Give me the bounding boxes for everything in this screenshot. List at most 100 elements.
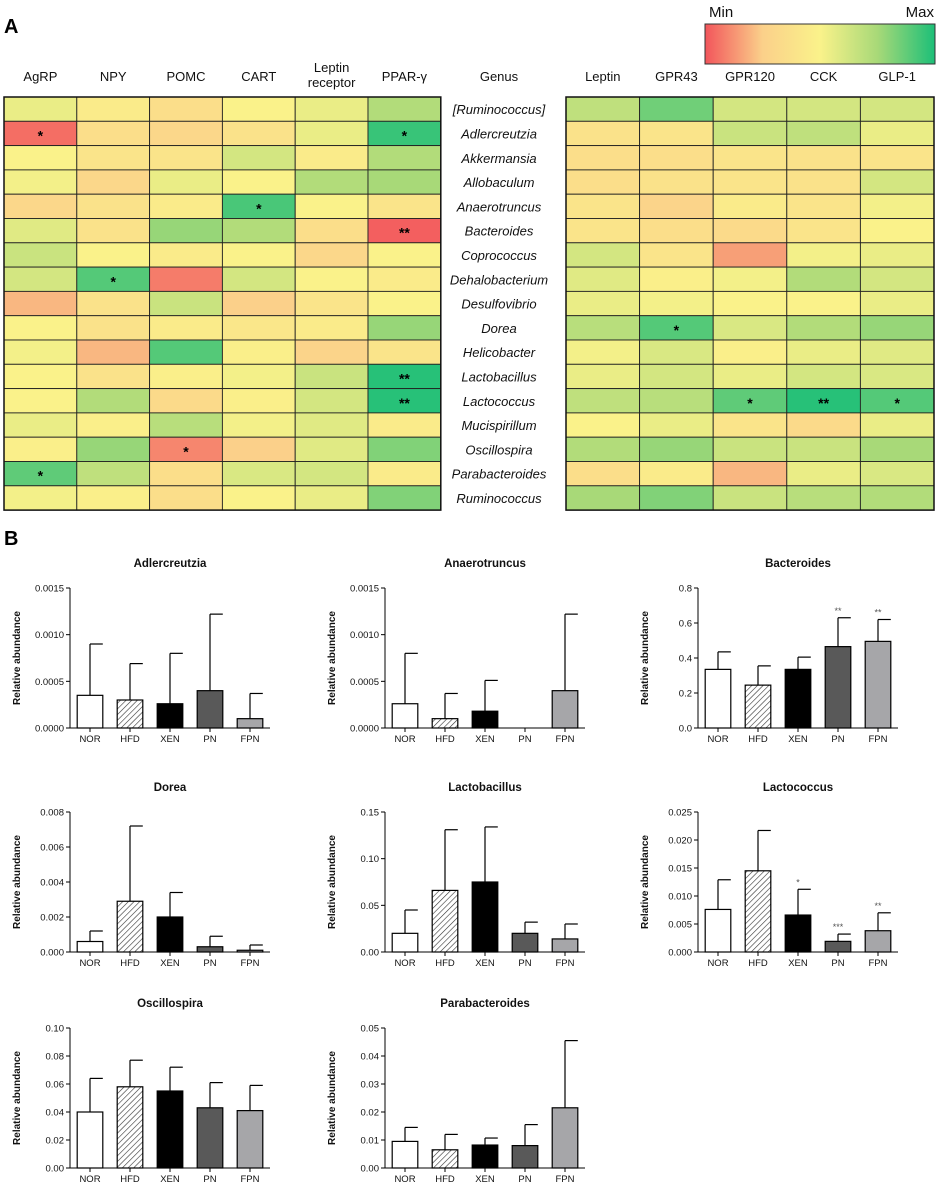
x-tick-label: HFD bbox=[748, 958, 768, 969]
heatmap-cell-left bbox=[149, 461, 223, 487]
genus-label: Anaerotruncus bbox=[456, 199, 542, 214]
heatmap-cell-right bbox=[565, 242, 641, 268]
y-tick-label: 0.10 bbox=[361, 854, 380, 865]
significance-star: ** bbox=[399, 395, 410, 411]
significance-star: * bbox=[110, 273, 116, 289]
x-tick-label: PN bbox=[518, 734, 531, 745]
x-tick-label: XEN bbox=[475, 1174, 495, 1185]
heatmap-cell-right bbox=[565, 193, 641, 219]
heatmap-cell-right bbox=[786, 145, 861, 171]
bar-xen bbox=[156, 1090, 184, 1169]
y-tick-label: 0.006 bbox=[40, 843, 64, 854]
bar-nor bbox=[76, 1111, 104, 1169]
heatmap-cell-left bbox=[367, 242, 442, 268]
heatmap-cell-left bbox=[76, 218, 151, 244]
column-header-npy: NPY bbox=[100, 69, 127, 84]
heatmap-cell-left bbox=[149, 169, 223, 195]
heatmap-cell-right bbox=[712, 461, 788, 487]
heatmap-cell-left bbox=[76, 145, 151, 171]
bar-chart-dorea: Dorea Relative abundance 0.000 0.002 0.004 0.… bbox=[12, 782, 270, 969]
heatmap-cell-left bbox=[3, 145, 78, 171]
heatmap-cell-left bbox=[3, 363, 78, 390]
heatmap-cell-right bbox=[565, 436, 641, 462]
heatmap-cell-left bbox=[221, 120, 296, 147]
x-tick-label: HFD bbox=[435, 1174, 455, 1185]
heatmap-cell-right bbox=[712, 485, 788, 511]
bar-pn bbox=[196, 946, 224, 953]
y-tick-label: 0.10 bbox=[46, 1024, 65, 1035]
genus-label: Adlercreutzia bbox=[460, 126, 537, 141]
significance-marker: ** bbox=[874, 608, 882, 618]
bar-chart-oscillospira: Oscillospira Relative abundance 0.00 0.02 0.… bbox=[12, 998, 270, 1185]
y-tick-label: 0.015 bbox=[668, 864, 692, 875]
genus-label: Coprococcus bbox=[461, 248, 537, 263]
bar-hfd bbox=[431, 889, 459, 953]
y-axis-label: Relative abundance bbox=[327, 835, 338, 929]
heatmap-cell-left bbox=[3, 96, 78, 122]
heatmap-cell-left bbox=[294, 412, 369, 438]
y-tick-label: 0.005 bbox=[668, 920, 692, 931]
y-axis-label: Relative abundance bbox=[12, 611, 23, 705]
heatmap-cell-right bbox=[786, 485, 861, 511]
x-tick-label: PN bbox=[203, 1174, 216, 1185]
heatmap-cell-left bbox=[294, 169, 369, 195]
heatmap-cell-left bbox=[221, 363, 296, 390]
x-tick-label: HFD bbox=[435, 734, 455, 745]
x-tick-label: PN bbox=[831, 958, 844, 969]
bar-nor bbox=[391, 703, 419, 729]
y-tick-label: 0.08 bbox=[46, 1052, 65, 1063]
heatmap-cell-left bbox=[3, 339, 78, 365]
genus-label: Oscillospira bbox=[465, 442, 532, 457]
bar-hfd bbox=[431, 718, 459, 729]
heatmap-cell-right bbox=[565, 339, 641, 365]
y-axis-label: Relative abundance bbox=[12, 1051, 23, 1145]
y-tick-label: 0.8 bbox=[679, 584, 692, 595]
bar-pn bbox=[824, 646, 852, 729]
heatmap-cell-right bbox=[786, 363, 861, 390]
heatmap-cell-right bbox=[639, 315, 714, 341]
heatmap-cell-right bbox=[565, 485, 641, 511]
heatmap-cell-left bbox=[3, 412, 78, 438]
y-tick-label: 0.4 bbox=[679, 654, 692, 665]
bar-chart-adlercreutzia: Adlercreutzia Relative abundance 0.0000 0.0… bbox=[12, 558, 270, 745]
heatmap-cell-right bbox=[639, 412, 714, 438]
heatmap-cell-left bbox=[221, 96, 296, 122]
chart-title: Oscillospira bbox=[137, 998, 203, 1010]
heatmap-cell-left bbox=[367, 436, 442, 462]
x-tick-label: NOR bbox=[707, 734, 728, 745]
y-tick-label: 0.002 bbox=[40, 913, 64, 924]
heatmap-cell-left bbox=[221, 218, 296, 244]
heatmap-cell-left bbox=[294, 388, 369, 414]
heatmap-cell-left bbox=[221, 242, 296, 268]
bar-pn bbox=[511, 1144, 539, 1169]
bar-pn bbox=[196, 690, 224, 729]
genus-label: Akkermansia bbox=[460, 151, 536, 166]
y-axis-label: Relative abundance bbox=[640, 835, 651, 929]
heatmap-cell-left bbox=[149, 266, 223, 292]
heatmap-cell-left bbox=[221, 412, 296, 438]
chart-title: Parabacteroides bbox=[440, 998, 530, 1010]
heatmap-cell-left bbox=[294, 242, 369, 268]
heatmap-cell-left bbox=[367, 485, 442, 511]
significance-star: ** bbox=[399, 370, 410, 386]
bar-pn bbox=[511, 932, 539, 953]
heatmap-cell-right bbox=[565, 461, 641, 487]
column-header-leptin: Leptin bbox=[585, 69, 620, 84]
heatmap-cell-right bbox=[639, 266, 714, 292]
heatmap-cell-left bbox=[367, 169, 442, 195]
y-tick-label: 0.000 bbox=[40, 948, 64, 959]
heatmap-cell-left bbox=[149, 412, 223, 438]
heatmap-cell-left bbox=[367, 315, 442, 341]
heatmap-cell-left bbox=[76, 290, 151, 317]
bar-fpn bbox=[864, 640, 892, 729]
genus-label: Desulfovibrio bbox=[461, 297, 536, 312]
heatmap-cell-left bbox=[294, 218, 369, 244]
panel-label-b: B bbox=[4, 528, 18, 550]
heatmap-right-border bbox=[565, 96, 935, 511]
bar-hfd bbox=[116, 900, 144, 953]
y-tick-label: 0.025 bbox=[668, 808, 692, 819]
x-tick-label: XEN bbox=[160, 958, 180, 969]
heatmap-cell-right bbox=[565, 363, 641, 390]
heatmap-cell-left bbox=[221, 461, 296, 487]
heatmap-cell-right bbox=[786, 96, 861, 122]
